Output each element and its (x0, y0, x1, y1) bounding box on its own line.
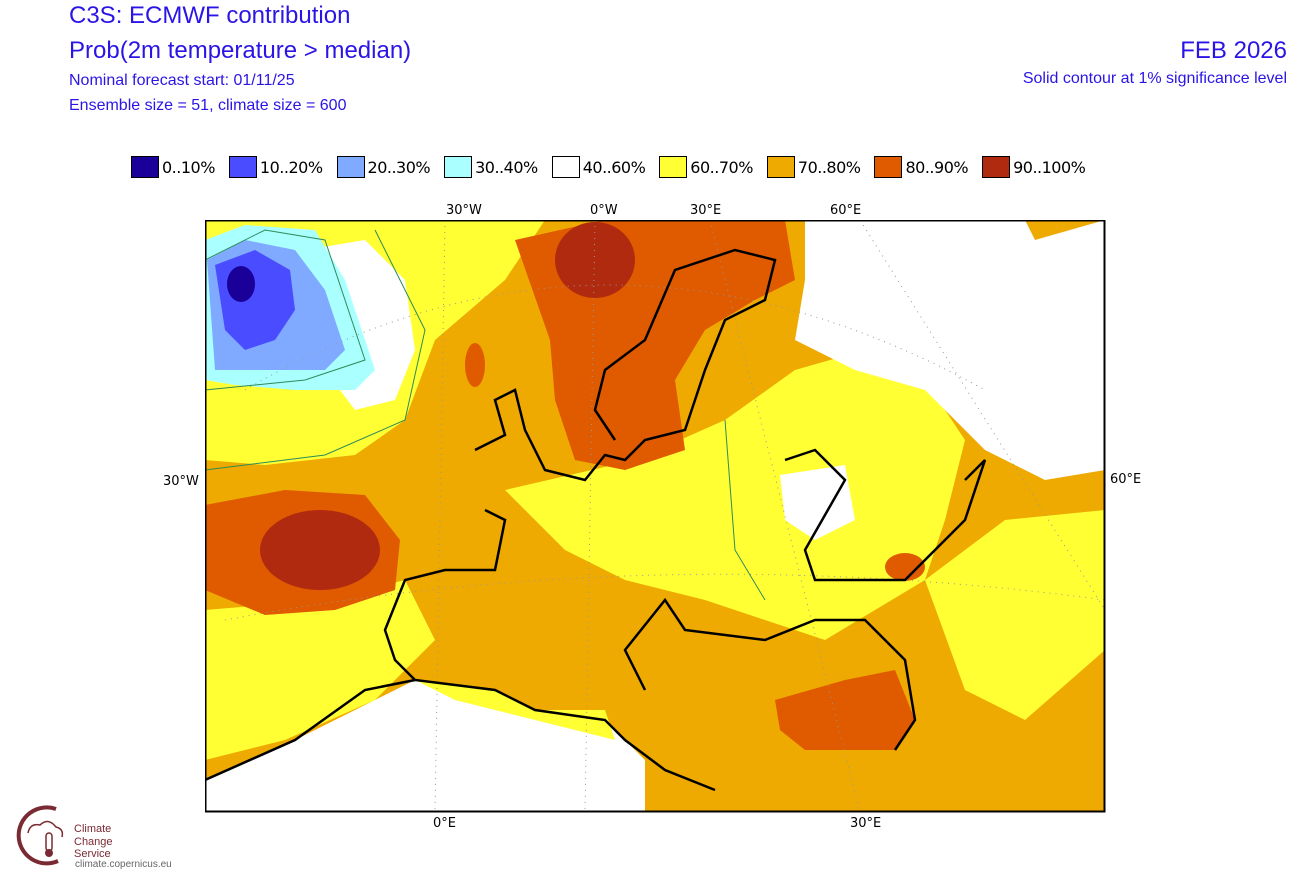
legend-swatch (131, 156, 159, 178)
region-white-central (780, 465, 855, 540)
legend-swatch (659, 156, 688, 178)
axis-label-top: 30°E (690, 203, 722, 218)
legend-item: 60..70% (659, 156, 753, 178)
axis-label-right: 60°E (1110, 472, 1142, 487)
legend-item: 90..100% (982, 156, 1086, 178)
forecast-start: Nominal forecast start: 01/11/25 (69, 72, 295, 89)
axis-label-bottom: 30°E (850, 816, 882, 831)
significance-contours (205, 229, 766, 601)
region-orange-red-labrador (465, 343, 485, 387)
axis-label-bottom: 0°E (433, 816, 456, 831)
region-darkblue-0-10 (227, 266, 255, 302)
legend-label: 40..60% (582, 157, 646, 177)
region-yellow-southwest (205, 580, 435, 760)
legend-swatch (766, 156, 795, 178)
legend-swatch (982, 156, 1011, 178)
legend-label: 80..90% (905, 157, 969, 177)
legend-swatch (336, 156, 365, 178)
chart-subtitle: Prob(2m temperature > median) (69, 37, 412, 64)
legend-label: 60..70% (690, 157, 753, 177)
axis-label-top: 0°W (590, 203, 618, 218)
region-yellow-africa-edge (415, 680, 615, 740)
region-orange-red-caspian (885, 553, 925, 581)
axis-label-top: 30°W (446, 203, 482, 218)
legend: 0..10% 10..20% 20..30% 30..40% 40..60% 6… (131, 156, 1099, 178)
region-orange-red-eastern-med (775, 670, 915, 750)
legend-label: 70..80% (797, 157, 861, 177)
coastlines (205, 248, 987, 792)
chart-title: C3S: ECMWF contribution (69, 2, 351, 29)
legend-label: 0..10% (162, 157, 215, 177)
legend-swatch (228, 156, 257, 178)
logo-line1: Climate (74, 823, 112, 835)
legend-label: 30..40% (475, 157, 538, 177)
copernicus-logo: Climate Change Service (8, 803, 113, 872)
legend-label: 90..100% (1013, 157, 1086, 177)
region-red-norwegian-sea (555, 222, 635, 298)
legend-item: 80..90% (874, 156, 969, 178)
axis-label-top: 60°E (830, 203, 862, 218)
region-white-northeast (795, 220, 1105, 480)
graticule (224, 220, 1105, 812)
map-frame (205, 220, 1106, 813)
probability-map (205, 220, 1106, 813)
region-yellow-central-east (505, 350, 965, 640)
legend-item: 40..60% (551, 156, 646, 178)
legend-label: 20..30% (367, 157, 431, 177)
ensemble-size: Ensemble size = 51, climate size = 600 (69, 97, 347, 114)
logo-url: climate.copernicus.eu (75, 859, 172, 870)
legend-item: 20..30% (336, 156, 431, 178)
axis-label-left: 30°W (163, 474, 199, 489)
region-red-atlantic (260, 510, 380, 590)
legend-item: 30..40% (444, 156, 538, 178)
forecast-month: FEB 2026 (1180, 37, 1287, 64)
legend-label: 10..20% (259, 157, 323, 177)
region-yellow-east (925, 510, 1105, 720)
legend-item: 70..80% (766, 156, 861, 178)
legend-swatch (874, 156, 903, 178)
climate-logo-icon (16, 805, 64, 866)
legend-item: 10..20% (228, 156, 323, 178)
legend-item: 0..10% (131, 156, 215, 178)
significance-note: Solid contour at 1% significance level (1022, 70, 1287, 87)
logo-line2: Change Service (74, 836, 113, 860)
legend-swatch (444, 156, 473, 178)
legend-swatch (551, 156, 580, 178)
